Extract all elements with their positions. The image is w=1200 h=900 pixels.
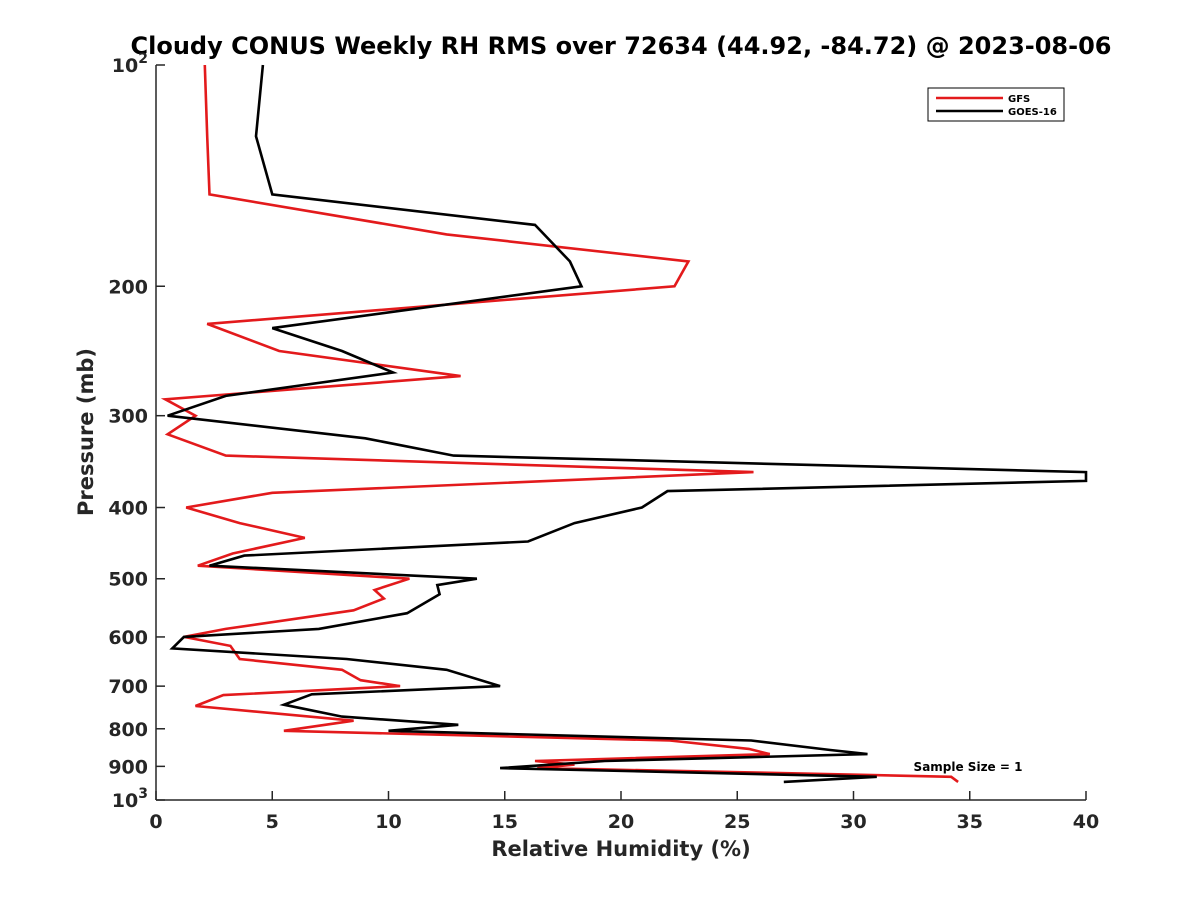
x-tick-label: 10 xyxy=(375,811,401,833)
y-tick-label: 500 xyxy=(108,569,148,591)
series-layer xyxy=(160,64,1088,784)
legend: GFS GOES-16 xyxy=(927,87,1065,122)
y-tick-label: 900 xyxy=(108,756,148,778)
legend-label: GFS xyxy=(1008,94,1030,105)
y-tick-exponent: 2 xyxy=(138,51,148,67)
y-tick-label: 300 xyxy=(108,406,148,428)
y-tick-base: 10 xyxy=(112,55,138,77)
x-tick-label: 15 xyxy=(492,811,518,833)
y-tick-base: 500 xyxy=(108,569,148,591)
sample-size-annotation: Sample Size = 1 xyxy=(914,760,1023,774)
y-tick-label: 200 xyxy=(108,276,148,298)
y-tick-base: 300 xyxy=(108,406,148,428)
x-tick-label: 0 xyxy=(149,811,162,833)
x-axis-label: Relative Humidity (%) xyxy=(491,837,750,861)
y-tick-base: 400 xyxy=(108,498,148,520)
y-tick-label: 600 xyxy=(108,627,148,649)
y-tick-label: 102 xyxy=(112,51,148,77)
x-tick-label: 35 xyxy=(957,811,983,833)
x-axis-ticks: 0 5 10 15 20 25 30 35 40 xyxy=(149,791,1099,833)
y-tick-base: 200 xyxy=(108,276,148,298)
y-tick-label: 103 xyxy=(112,786,148,812)
y-tick-exponent: 3 xyxy=(138,786,148,802)
x-tick-label: 40 xyxy=(1073,811,1099,833)
chart-title: Cloudy CONUS Weekly RH RMS over 72634 (4… xyxy=(131,32,1112,60)
y-tick-base: 800 xyxy=(108,719,148,741)
y-tick-label: 700 xyxy=(108,676,148,698)
legend-box xyxy=(927,87,1065,122)
legend-label: GOES-16 xyxy=(1008,107,1057,118)
y-tick-base: 700 xyxy=(108,676,148,698)
series-line-goes-16 xyxy=(167,64,1088,784)
x-tick-label: 5 xyxy=(266,811,279,833)
y-tick-label: 400 xyxy=(108,498,148,520)
y-tick-base: 600 xyxy=(108,627,148,649)
y-tick-base: 900 xyxy=(108,756,148,778)
x-tick-label: 25 xyxy=(724,811,750,833)
series-line-gfs xyxy=(160,64,959,783)
plot-area xyxy=(155,65,1086,801)
y-axis-label: Pressure (mb) xyxy=(74,348,98,516)
y-tick-label: 800 xyxy=(108,719,148,741)
x-tick-label: 30 xyxy=(840,811,866,833)
x-tick-label: 20 xyxy=(608,811,634,833)
y-tick-base: 10 xyxy=(112,790,138,812)
